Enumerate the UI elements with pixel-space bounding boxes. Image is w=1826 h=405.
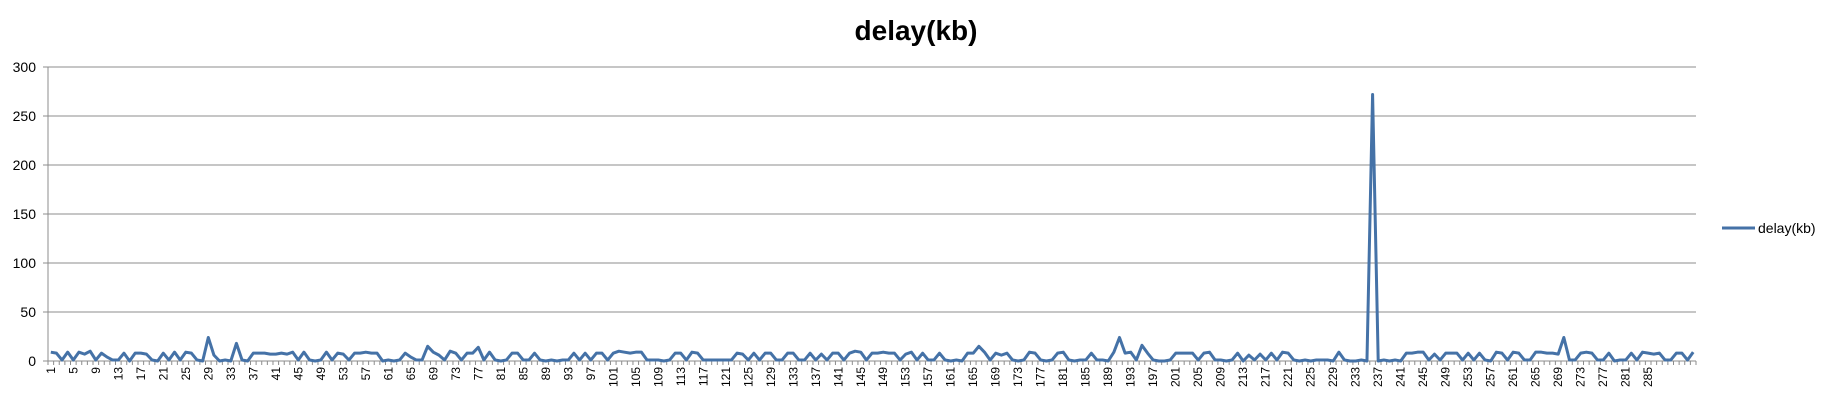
x-tick-label: 49	[314, 367, 328, 381]
x-tick-label: 145	[854, 367, 868, 387]
x-tick-label: 157	[921, 367, 935, 387]
x-tick-label: 85	[516, 367, 530, 381]
gridlines	[43, 66, 1696, 362]
x-tick-label: 105	[629, 367, 643, 387]
x-tick-label: 109	[651, 367, 665, 387]
x-tick-label: 61	[381, 367, 395, 381]
x-tick-label: 73	[449, 367, 463, 381]
x-tick-label: 21	[156, 367, 170, 381]
x-tick-label: 125	[741, 367, 755, 387]
x-tick-label: 201	[1169, 367, 1183, 387]
x-tick-label: 97	[584, 367, 598, 381]
x-tick-label: 173	[1011, 367, 1025, 387]
x-tick-label: 165	[966, 367, 980, 387]
x-tick-label: 9	[89, 367, 103, 374]
series-line-delay	[50, 92, 1695, 363]
x-tick-label: 93	[561, 367, 575, 381]
x-tick-label: 25	[179, 367, 193, 381]
x-tick-label: 5	[66, 367, 80, 374]
x-tick-label: 249	[1439, 367, 1453, 387]
y-tick-label: 0	[28, 353, 36, 369]
x-tick-label: 253	[1461, 367, 1475, 387]
x-tick-label: 57	[359, 367, 373, 381]
x-tick-label: 141	[831, 367, 845, 387]
x-tick-label: 37	[246, 367, 260, 381]
y-tick-label: 100	[13, 255, 37, 271]
legend: delay(kb)	[1722, 220, 1816, 236]
x-tick-label: 177	[1034, 367, 1048, 387]
x-tick-label: 261	[1506, 367, 1520, 387]
x-tick-label: 53	[336, 367, 350, 381]
x-tick-label: 153	[899, 367, 913, 387]
x-tick-label: 101	[606, 367, 620, 387]
x-tick-label: 89	[539, 367, 553, 381]
series-layer	[50, 92, 1695, 363]
x-tick-label: 273	[1574, 367, 1588, 387]
x-tick-label: 281	[1619, 367, 1633, 387]
x-tick-label: 113	[674, 367, 688, 386]
x-tick-label: 133	[786, 367, 800, 387]
x-tick-label: 17	[134, 367, 148, 381]
x-tick-label: 181	[1056, 367, 1070, 387]
x-tick-label: 209	[1214, 367, 1228, 387]
x-tick-label: 149	[876, 367, 890, 387]
x-tick-label: 193	[1124, 367, 1138, 387]
x-tick-label: 161	[944, 367, 958, 387]
x-tick-label: 41	[269, 367, 283, 381]
x-tick-label: 237	[1371, 367, 1385, 387]
x-tick-label: 117	[696, 367, 710, 386]
x-tick-label: 229	[1326, 367, 1340, 387]
y-tick-label: 200	[13, 157, 37, 173]
y-tick-label: 50	[20, 304, 36, 320]
x-tick-label: 65	[404, 367, 418, 381]
x-tick-label: 137	[809, 367, 823, 387]
x-tick-label: 29	[201, 367, 215, 381]
x-tick-label: 33	[224, 367, 238, 381]
x-tick-label: 269	[1551, 367, 1565, 387]
x-tick-label: 265	[1529, 367, 1543, 387]
y-tick-label: 300	[13, 59, 37, 75]
x-tick-label: 1	[44, 367, 58, 374]
x-tick-label: 205	[1191, 367, 1205, 387]
x-tick-label: 185	[1079, 367, 1093, 387]
x-tick-label: 221	[1281, 367, 1295, 387]
x-tick-label: 257	[1484, 367, 1498, 387]
x-tick-label: 213	[1236, 367, 1250, 387]
x-tick-label: 121	[719, 367, 733, 387]
x-tick-label: 13	[111, 367, 125, 381]
y-axis-ticks: 0 50 100 150 200 250 300	[13, 59, 37, 369]
x-tick-label: 189	[1101, 367, 1115, 387]
x-tick-label: 225	[1304, 367, 1318, 387]
x-tick-label: 129	[764, 367, 778, 387]
x-tick-label: 169	[989, 367, 1003, 387]
x-tick-label: 277	[1596, 367, 1610, 387]
x-tick-label: 285	[1641, 367, 1655, 387]
x-tick-label: 245	[1416, 367, 1430, 387]
y-tick-label: 250	[13, 108, 37, 124]
x-tick-label: 45	[291, 367, 305, 381]
legend-label: delay(kb)	[1758, 220, 1816, 236]
x-axis-ticks: 1 5 9 13 17 21 25 29 33 37 41 45 49 53 57 61 65 69 73 77 81 8…	[44, 361, 1697, 387]
x-tick-label: 241	[1394, 367, 1408, 387]
axes	[47, 67, 1696, 362]
x-tick-label: 69	[426, 367, 440, 381]
x-tick-label: 233	[1349, 367, 1363, 387]
y-tick-label: 150	[13, 206, 37, 222]
chart-title: delay(kb)	[855, 15, 978, 46]
x-tick-label: 77	[471, 367, 485, 381]
x-tick-label: 81	[494, 367, 508, 381]
x-tick-label: 217	[1259, 367, 1273, 387]
x-tick-label: 197	[1146, 367, 1160, 387]
